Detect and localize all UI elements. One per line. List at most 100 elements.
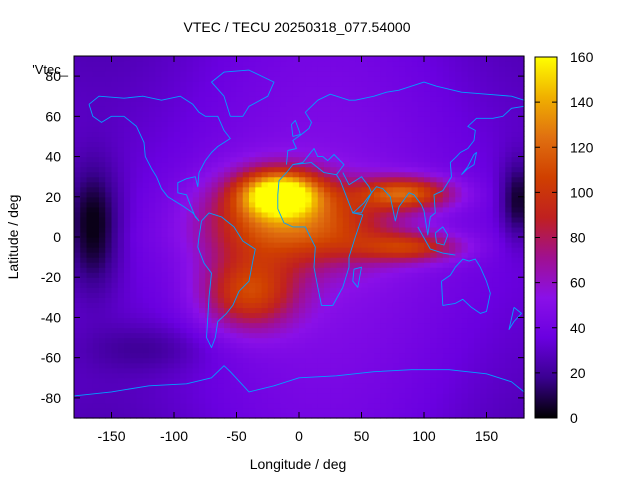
- heatmap-cell: [442, 412, 450, 419]
- heatmap-cell: [180, 337, 188, 344]
- heatmap-cell: [286, 131, 294, 138]
- heatmap-cell: [111, 412, 119, 419]
- heatmap-cell: [186, 146, 194, 153]
- heatmap-cell: [517, 151, 525, 158]
- heatmap-cell: [230, 141, 238, 148]
- heatmap-cell: [136, 382, 144, 389]
- heatmap-cell: [192, 272, 200, 278]
- heatmap-cell: [449, 141, 456, 148]
- heatmap-cell: [317, 332, 325, 339]
- heatmap-cell: [117, 312, 125, 319]
- heatmap-cell: [161, 412, 169, 419]
- heatmap-cell: [324, 146, 331, 153]
- heatmap-cell: [299, 186, 306, 193]
- heatmap-cell: [480, 332, 488, 339]
- heatmap-cell: [217, 382, 225, 389]
- heatmap-cell: [361, 242, 369, 248]
- heatmap-cell: [299, 252, 306, 258]
- heatmap-cell: [286, 151, 294, 158]
- heatmap-cell: [455, 362, 463, 369]
- heatmap-cell: [386, 146, 394, 153]
- heatmap-cell: [280, 267, 288, 273]
- heatmap-cell: [492, 71, 500, 77]
- heatmap-cell: [349, 81, 356, 87]
- heatmap-cell: [405, 272, 413, 278]
- heatmap-cell: [455, 166, 463, 173]
- heatmap-cell: [499, 196, 506, 203]
- heatmap-cell: [299, 136, 306, 143]
- heatmap-cell: [161, 216, 169, 223]
- heatmap-cell: [99, 66, 106, 72]
- heatmap-cell: [480, 166, 488, 173]
- heatmap-cell: [161, 347, 169, 354]
- heatmap-cell: [142, 312, 150, 319]
- heatmap-cell: [330, 367, 338, 374]
- heatmap-cell: [80, 332, 88, 339]
- heatmap-cell: [442, 377, 450, 384]
- heatmap-cell: [324, 402, 331, 409]
- heatmap-cell: [330, 402, 338, 409]
- heatmap-cell: [467, 76, 475, 82]
- heatmap-cell: [261, 151, 269, 158]
- heatmap-cell: [505, 156, 513, 163]
- heatmap-cell: [99, 332, 106, 339]
- heatmap-cell: [324, 342, 331, 349]
- heatmap-cell: [74, 307, 81, 314]
- heatmap-cell: [199, 242, 206, 248]
- heatmap-cell: [336, 101, 344, 107]
- heatmap-cell: [205, 332, 213, 339]
- heatmap-cell: [186, 257, 194, 263]
- heatmap-cell: [180, 226, 188, 233]
- heatmap-cell: [230, 146, 238, 153]
- heatmap-cell: [355, 292, 363, 298]
- heatmap-cell: [486, 282, 494, 288]
- heatmap-cell: [149, 111, 156, 117]
- heatmap-cell: [455, 242, 463, 248]
- heatmap-cell: [374, 186, 381, 193]
- heatmap-cell: [205, 312, 213, 319]
- heatmap-cell: [111, 312, 119, 319]
- heatmap-cell: [161, 91, 169, 97]
- heatmap-cell: [217, 397, 225, 404]
- heatmap-cell: [217, 156, 225, 163]
- heatmap-cell: [92, 126, 100, 133]
- heatmap-cell: [392, 191, 400, 198]
- heatmap-cell: [205, 211, 213, 218]
- heatmap-cell: [380, 116, 388, 122]
- heatmap-cell: [249, 342, 256, 349]
- heatmap-cell: [280, 352, 288, 359]
- heatmap-cell: [461, 206, 469, 213]
- heatmap-cell: [174, 156, 181, 163]
- heatmap-cell: [161, 131, 169, 138]
- heatmap-cell: [261, 302, 269, 308]
- heatmap-cell: [124, 342, 131, 349]
- heatmap-cell: [336, 307, 344, 314]
- heatmap-cell: [86, 377, 94, 384]
- heatmap-cell: [405, 81, 413, 87]
- heatmap-cell: [480, 221, 488, 228]
- heatmap-cell: [105, 332, 113, 339]
- heatmap-cell: [305, 407, 313, 414]
- heatmap-cell: [311, 237, 319, 243]
- heatmap-cell: [74, 101, 81, 107]
- heatmap-cell: [367, 206, 375, 213]
- heatmap-cell: [374, 116, 381, 122]
- heatmap-cell: [430, 372, 438, 379]
- heatmap-cell: [174, 171, 181, 178]
- heatmap-cell: [92, 307, 100, 314]
- heatmap-cell: [511, 337, 519, 344]
- heatmap-cell: [305, 397, 313, 404]
- heatmap-cell: [317, 126, 325, 133]
- heatmap-cell: [299, 387, 306, 394]
- heatmap-cell: [317, 347, 325, 354]
- heatmap-cell: [361, 402, 369, 409]
- heatmap-cell: [492, 347, 500, 354]
- heatmap-cell: [255, 357, 263, 364]
- heatmap-cell: [311, 312, 319, 319]
- heatmap-cell: [324, 81, 331, 87]
- heatmap-cell: [249, 372, 256, 379]
- heatmap-cell: [399, 121, 406, 127]
- heatmap-cell: [386, 206, 394, 213]
- heatmap-cell: [186, 136, 194, 143]
- heatmap-cell: [455, 191, 463, 198]
